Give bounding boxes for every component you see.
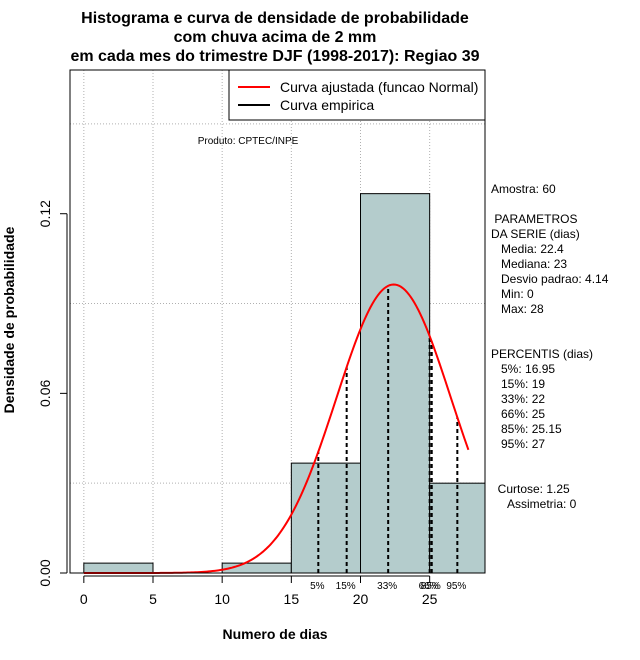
percentile-label-1: 15% — [336, 581, 356, 592]
chart-title-line-2: com chuva acima de 2 mm — [174, 29, 377, 46]
x-tick-label-0: 0 — [80, 591, 88, 607]
stats-line-15: 66%: 25 — [491, 407, 545, 421]
stats-line-5: Mediana: 23 — [491, 257, 567, 271]
histogram-bar-3 — [290, 462, 362, 574]
stats-line-17: 95%: 27 — [491, 437, 545, 451]
percentile-lines: 5% 15% 33% 66%85% 95% — [310, 285, 466, 592]
x-tick-label-5: 25 — [422, 591, 438, 607]
product-note: Produto: CPTEC/INPE — [198, 136, 299, 147]
legend-label-fitted: Curva ajustada (funcao Normal) — [280, 79, 478, 95]
stats-line-12: 5%: 16.95 — [491, 362, 555, 376]
stats-line-8: Max: 28 — [491, 302, 544, 316]
stats-line-7: Min: 0 — [491, 287, 534, 301]
histogram-bar-0 — [83, 562, 154, 574]
chart-title-line-1: Histograma e curva de densidade de proba… — [81, 10, 469, 27]
x-tick-label-1: 5 — [149, 591, 157, 607]
stats-line-21: Assimetria: 0 — [491, 497, 577, 511]
stats-line-11: PERCENTIS (dias) — [491, 347, 593, 361]
percentile-label-0: 5% — [310, 581, 325, 592]
stats-line-2: PARAMETROS — [491, 212, 577, 226]
y-axis-title: Densidade de probabilidade — [1, 226, 17, 413]
stats-line-4: Media: 22.4 — [491, 242, 564, 256]
y-axis: 0.00 0.06 0.12 — [37, 200, 68, 587]
legend-label-empirical: Curva empirica — [280, 97, 374, 113]
x-axis-title: Numero de dias — [222, 626, 327, 642]
y-tick-label-1: 0.06 — [37, 380, 53, 407]
histogram-bar-4 — [360, 193, 431, 574]
legend-box — [228, 69, 486, 121]
stats-line-14: 33%: 22 — [491, 392, 545, 406]
y-tick-label-2: 0.12 — [37, 200, 53, 227]
percentile-label-3: 66% — [419, 581, 439, 592]
x-tick-label-3: 15 — [284, 591, 300, 607]
stats-line-3: DA SERIE (dias) — [491, 227, 580, 241]
percentile-label-2: 33% — [377, 581, 397, 592]
x-axis: 0 5 10 15 20 25 — [80, 575, 438, 607]
percentile-label-4: 85% — [421, 581, 441, 592]
chart-title-line-3: em cada mes do trimestre DJF (1998-2017)… — [70, 48, 479, 65]
x-tick-label-2: 10 — [214, 591, 230, 607]
stats-line-20: Curtose: 1.25 — [491, 482, 570, 496]
stats-line-6: Desvio padrao: 4.14 — [491, 272, 609, 286]
y-tick-label-0: 0.00 — [37, 559, 53, 586]
legend: Curva ajustada (funcao Normal) Curva emp… — [228, 69, 486, 121]
percentile-label-5: 95% — [446, 581, 466, 592]
stats-line-13: 15%: 19 — [491, 377, 545, 391]
histogram-bars — [83, 193, 486, 574]
x-tick-label-4: 20 — [353, 591, 369, 607]
stats-line-0: Amostra: 60 — [491, 182, 556, 196]
stats-line-16: 85%: 25.15 — [491, 422, 562, 436]
